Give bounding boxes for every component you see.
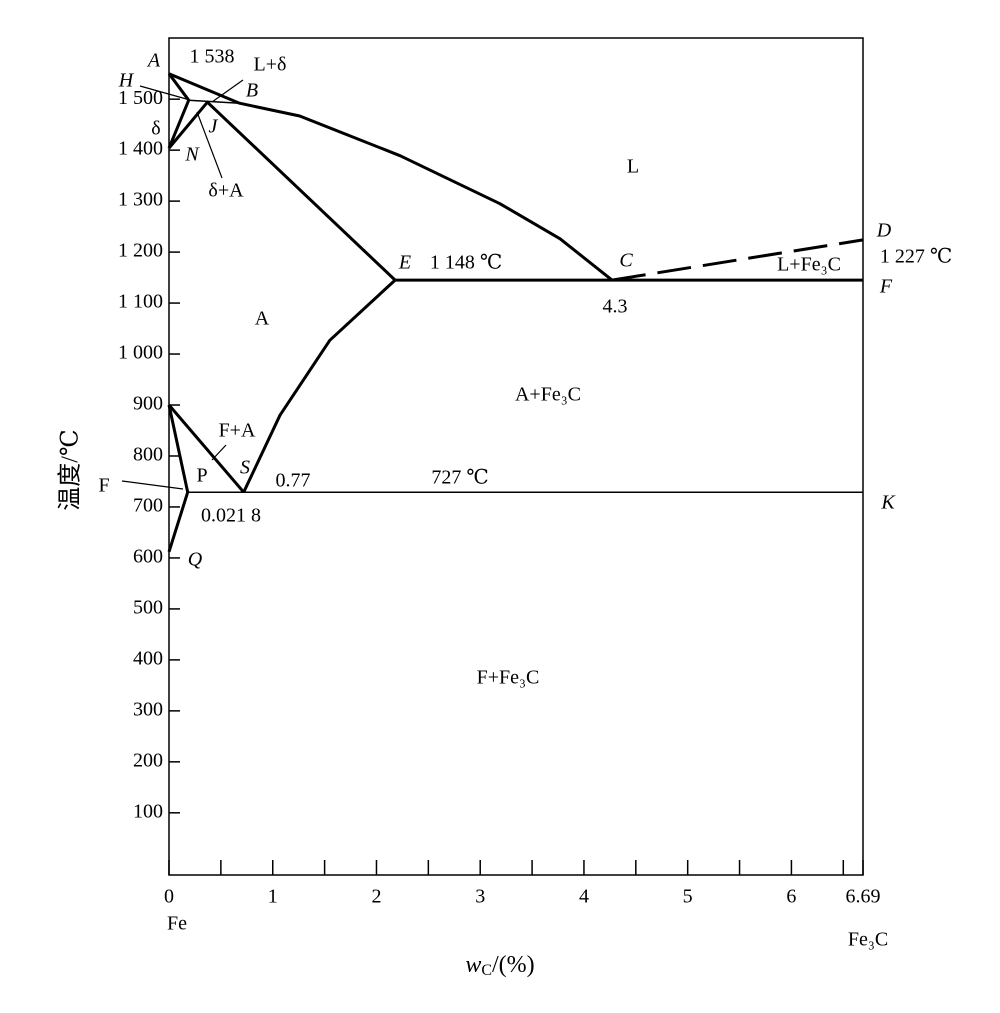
point-label: K xyxy=(880,492,896,514)
x-tick-label: 6 xyxy=(786,886,796,908)
point-label: B xyxy=(246,80,258,102)
y-axis-title: 温度/℃ xyxy=(57,429,84,511)
leader xyxy=(139,85,191,101)
y-tick-label: 200 xyxy=(133,749,163,771)
phase-line xyxy=(611,238,864,282)
leader xyxy=(211,79,244,103)
y-tick-label: 1 400 xyxy=(118,138,163,160)
y-tick-label: 700 xyxy=(133,495,163,517)
region-label: F xyxy=(98,475,109,497)
region-label: L xyxy=(627,156,639,178)
x-tick-label: 4 xyxy=(579,886,589,908)
x-axis-title: wC/(%) xyxy=(465,952,534,979)
x-tick-label: 3 xyxy=(475,886,485,908)
label: 1 148 ℃ xyxy=(430,252,502,274)
x-tick-label: 6.69 xyxy=(846,886,881,908)
x-tick-label: 0 xyxy=(164,886,174,908)
y-tick-label: 400 xyxy=(133,647,163,669)
y-tick-label: 1 300 xyxy=(118,189,163,211)
region-label: L+δ xyxy=(254,54,287,76)
x-axis-sub: C xyxy=(481,962,492,979)
phase-line xyxy=(168,72,613,282)
point-label: J xyxy=(209,116,219,138)
y-tick-label: 1 500 xyxy=(118,87,163,109)
point-label: H xyxy=(118,70,135,92)
point-label: Q xyxy=(188,549,203,571)
y-tick-label: 600 xyxy=(133,546,163,568)
x-tick-label: 2 xyxy=(371,886,381,908)
point-label: P xyxy=(196,465,207,487)
y-tick-label: 800 xyxy=(133,444,163,466)
phase-line xyxy=(167,404,245,494)
point-label: D xyxy=(876,220,892,242)
leader xyxy=(121,480,184,490)
label: 0.77 xyxy=(276,470,311,492)
label: 1 227 ℃ xyxy=(880,246,952,268)
region-label: L+Fe₃C xyxy=(777,254,841,276)
x-tick-label: 1 xyxy=(268,886,278,908)
point-label: F xyxy=(879,276,893,298)
label: 727 ℃ xyxy=(431,467,488,489)
label: 4.3 xyxy=(603,296,628,318)
phase-line xyxy=(167,404,190,553)
label: Fe₃C xyxy=(848,929,888,951)
x-axis-var: w xyxy=(465,952,481,978)
phase-line xyxy=(242,278,397,493)
region-label: F+A xyxy=(219,420,256,442)
region-label: A xyxy=(255,308,270,330)
point-label: E xyxy=(398,252,411,274)
leader xyxy=(196,111,223,179)
point-label: S xyxy=(240,457,250,479)
label: Fe xyxy=(167,913,187,935)
point-label: N xyxy=(184,144,200,166)
x-tick-label: 5 xyxy=(683,886,693,908)
y-tick-label: 100 xyxy=(133,800,163,822)
y-tick-label: 1 200 xyxy=(118,240,163,262)
region-label: A+Fe₃C xyxy=(515,384,581,406)
y-tick-label: 1 000 xyxy=(118,342,163,364)
label: 0.021 8 xyxy=(201,505,261,527)
region-label: F+Fe₃C xyxy=(477,667,540,689)
region-label: δ+A xyxy=(208,180,244,202)
label: 1 538 xyxy=(190,46,235,68)
y-tick-label: 900 xyxy=(133,393,163,415)
y-tick-label: 300 xyxy=(133,698,163,720)
y-tick-label: 500 xyxy=(133,597,163,619)
y-tick-label: 1 100 xyxy=(118,291,163,313)
point-label: C xyxy=(619,250,633,272)
x-axis-rest: /(%) xyxy=(492,952,535,978)
point-label: A xyxy=(146,50,161,72)
phase-line xyxy=(167,100,397,282)
phase-line xyxy=(188,99,240,104)
region-label: δ xyxy=(151,118,160,140)
